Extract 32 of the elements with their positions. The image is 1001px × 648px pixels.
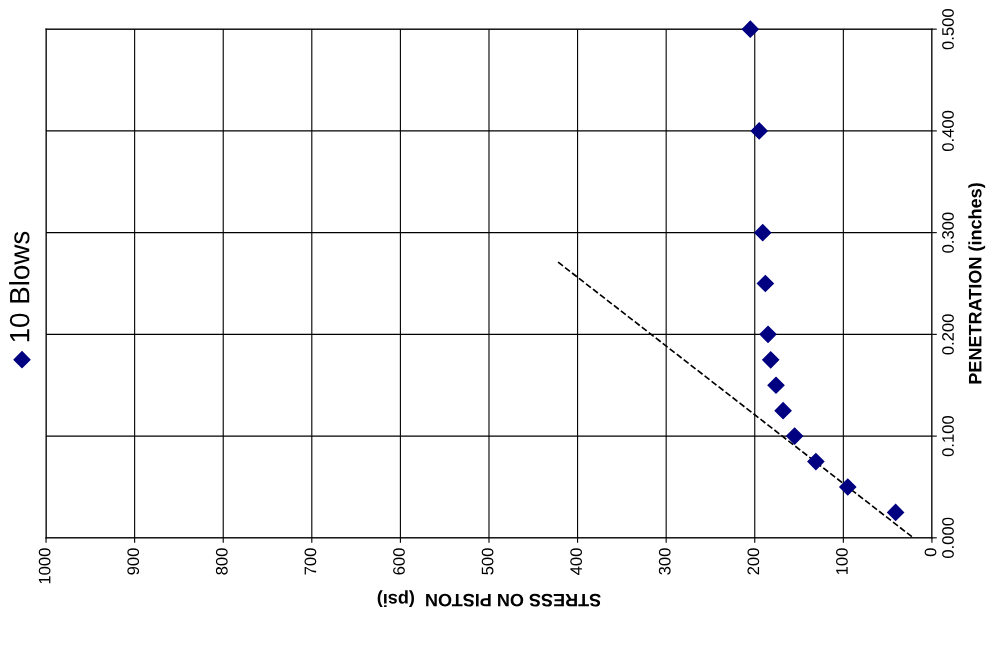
point [756, 274, 774, 293]
text: 10 Blows [9, 231, 30, 342]
point [767, 376, 785, 394]
x-tick-label: 700 [304, 548, 317, 575]
point [839, 478, 857, 496]
x-tick-label: 600 [393, 548, 405, 575]
y-tick-label: 0.500 [942, 8, 954, 50]
x-tick-label: 400 [570, 548, 583, 575]
x-tick-label: 0 [924, 548, 937, 557]
point [750, 122, 768, 140]
x-tick-label: 100 [836, 548, 848, 575]
point [741, 20, 759, 38]
y-tick-label: 0.400 [942, 110, 954, 152]
y-tick-label: 0.100 [942, 415, 954, 457]
point [887, 503, 905, 521]
x-tick-label: 1000 [38, 548, 51, 584]
point [786, 427, 804, 445]
x-tick-label: 300 [658, 548, 671, 575]
point [759, 325, 777, 343]
x-tick-label: 500 [481, 548, 494, 575]
x-tick-label: 800 [215, 548, 228, 575]
point [807, 452, 825, 471]
y-axis-title: PENETRATION (inches) [968, 183, 986, 384]
y-tick-label: 0.200 [942, 314, 954, 355]
y-tick-label: 0.000 [942, 517, 954, 559]
y-tick-label: 0.300 [942, 212, 954, 253]
x-axis-title: STRESS ON PISTON (psi) [377, 590, 601, 608]
point [754, 224, 772, 242]
x-tick-label: 900 [127, 548, 140, 575]
point [774, 402, 792, 420]
point [762, 351, 780, 369]
x-tick-label: 200 [747, 548, 760, 575]
